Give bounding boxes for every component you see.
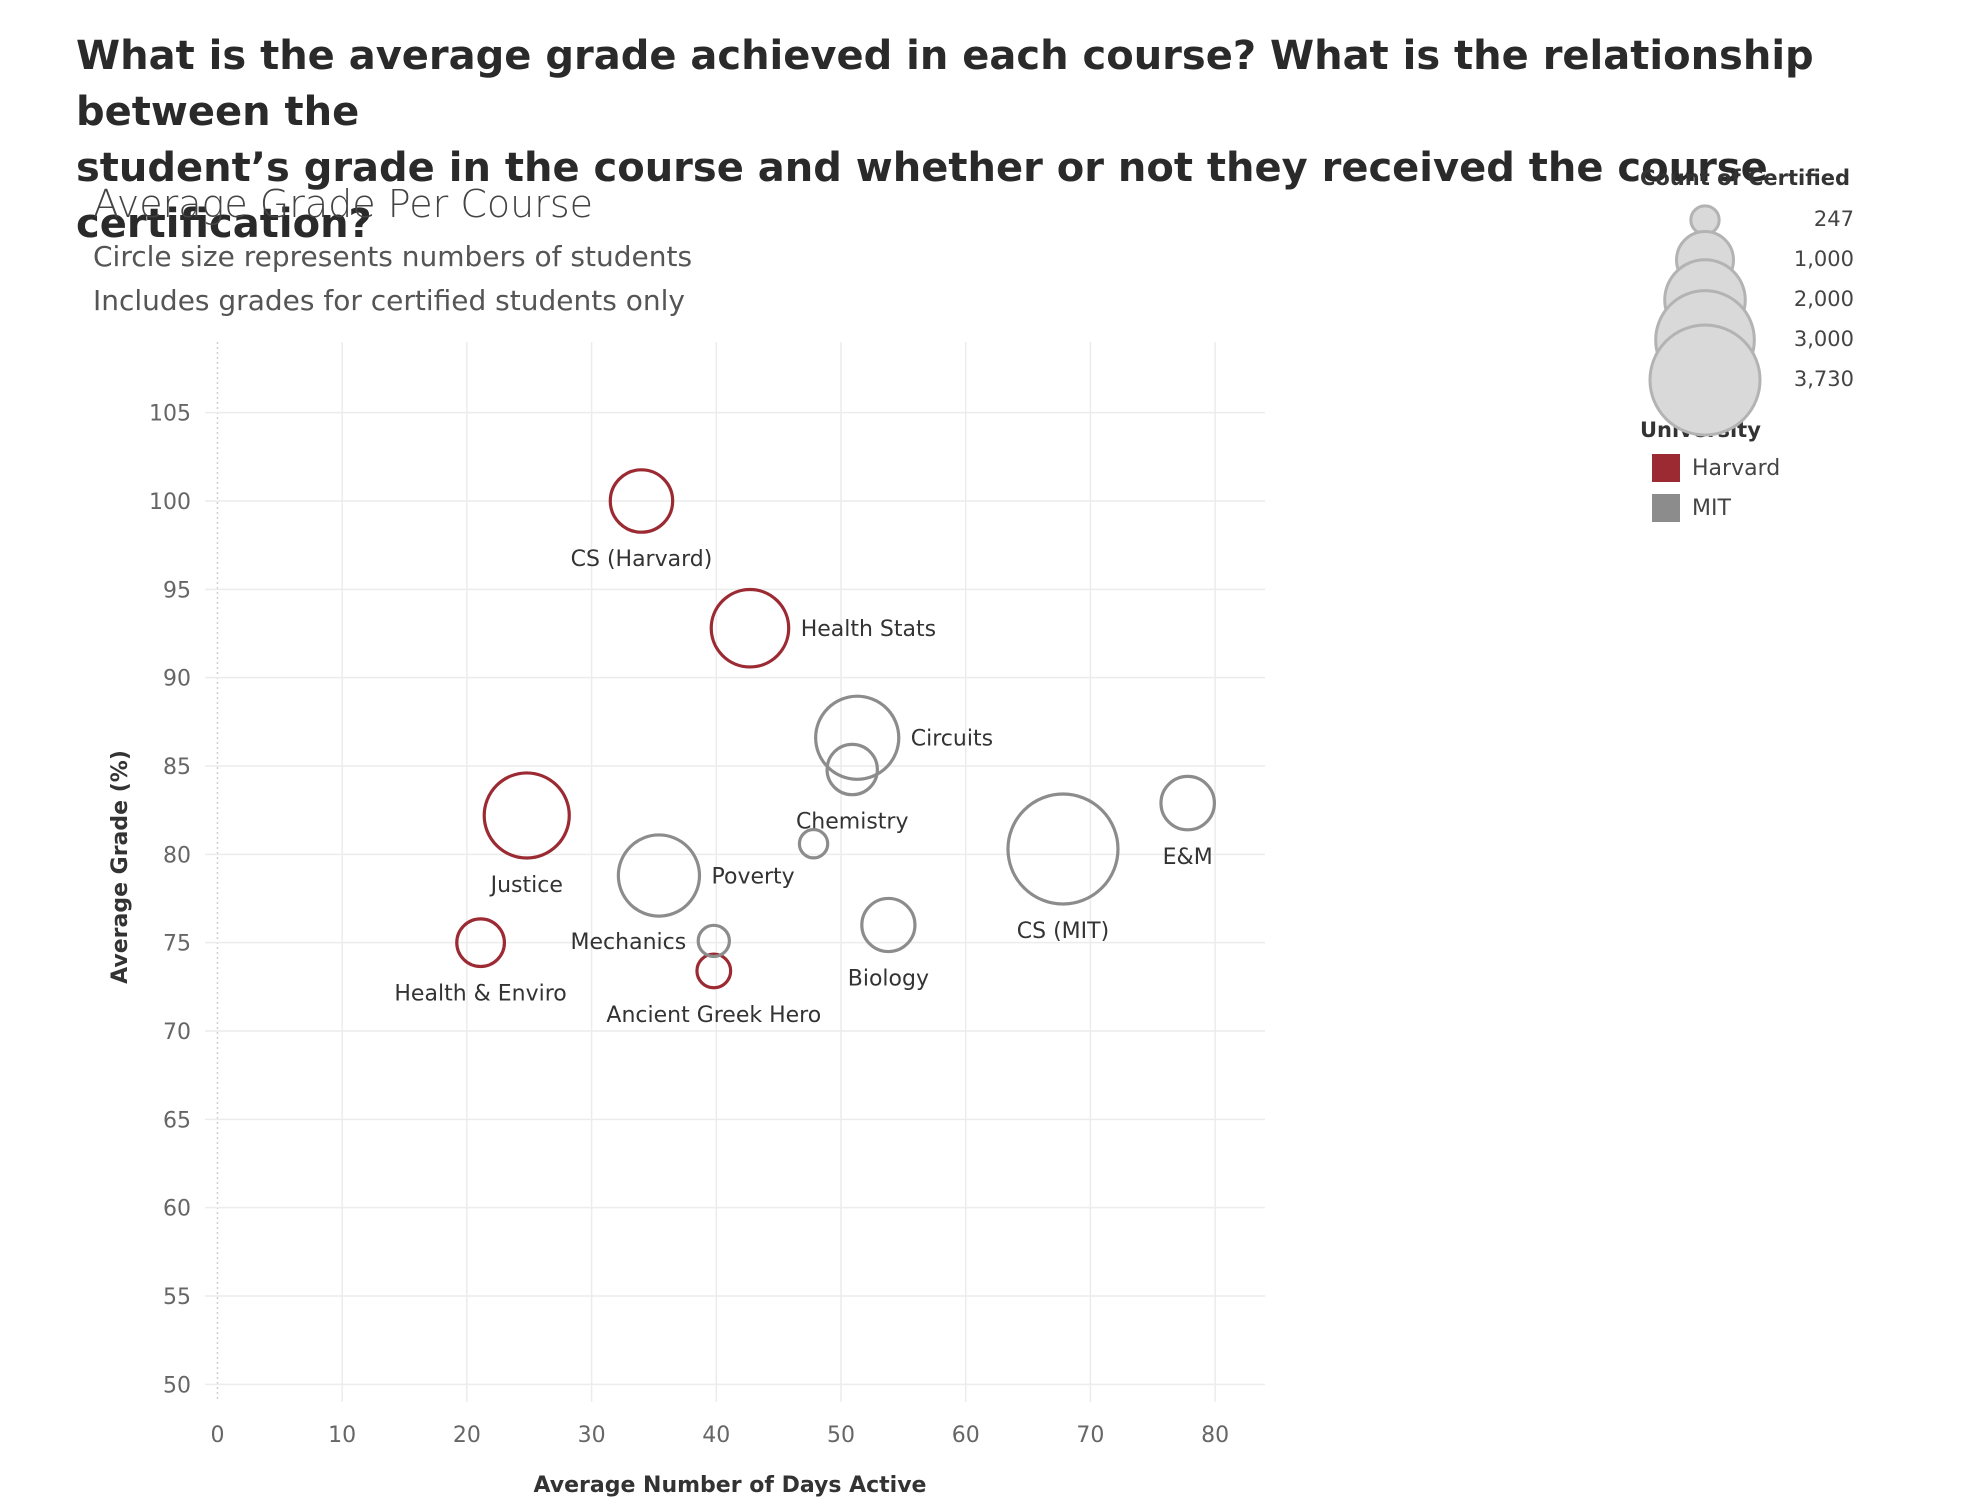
y-tick-label: 90 [163,667,191,692]
y-tick-label: 85 [163,755,191,780]
data-point[interactable] [860,896,917,954]
question-line-2: student’s grade in the course and whethe… [76,145,1768,247]
x-tick-label: 80 [1201,1423,1229,1448]
data-point[interactable] [797,827,830,860]
legend: Count of Certified 247 1,000 2,000 3,000 3,7… [1640,166,1950,528]
data-point[interactable] [482,771,571,860]
data-point[interactable] [616,833,702,918]
size-legend-value: 2,000 [1793,287,1854,311]
y-tick-label: 100 [149,490,191,515]
x-tick-label: 10 [328,1423,356,1448]
size-legend-value: 1,000 [1793,247,1854,271]
y-axis-title: Average Grade (%) [108,750,133,984]
data-point[interactable] [696,923,731,959]
data-point[interactable] [1006,792,1120,906]
chart-subtitle-certified: Includes grades for certified students o… [93,284,685,317]
size-legend-row: 247 [1640,200,1950,240]
data-point-label: E&M [1163,845,1213,870]
data-point-label: Health Stats [801,617,936,642]
y-tick-label: 70 [163,1020,191,1045]
y-tick-label: 50 [163,1373,191,1398]
chart-subtitle-size: Circle size represents numbers of studen… [93,240,693,273]
data-point[interactable] [814,694,901,781]
question-line-1: What is the average grade achieved in ea… [76,33,1814,135]
color-legend-swatch [1652,494,1680,522]
size-legend-circle [1689,204,1721,236]
data-point[interactable] [825,742,879,797]
size-legend-title: Count of Certified [1640,166,1851,190]
color-legend-swatch [1652,454,1680,482]
y-tick-label: 105 [149,402,191,427]
color-legend-item[interactable]: MIT [1640,488,1950,528]
y-tick-label: 55 [163,1285,191,1310]
data-point-label: Mechanics [571,930,687,955]
x-tick-label: 50 [827,1423,855,1448]
size-legend: 247 1,000 2,000 3,000 3,730 [1640,200,1950,437]
data-point-label: CS (MIT) [1017,919,1109,944]
x-tick-label: 40 [702,1423,730,1448]
size-legend-circle [1648,323,1762,437]
x-axis-title: Average Number of Days Active [534,1473,927,1498]
x-tick-label: 30 [578,1423,606,1448]
data-point[interactable] [608,468,675,534]
y-tick-label: 60 [163,1197,191,1222]
data-point-label: Circuits [911,727,993,752]
data-point[interactable] [709,587,791,669]
size-legend-swatch [1648,323,1762,437]
data-point[interactable] [695,952,733,990]
data-point[interactable] [455,917,507,969]
size-legend-value: 3,000 [1793,327,1854,351]
size-legend-row: 3,730 [1640,323,1950,437]
data-point-label: CS (Harvard) [571,547,713,572]
data-point-label: Health & Enviro [394,981,566,1006]
y-tick-label: 95 [163,578,191,603]
size-legend-value: 247 [1813,207,1854,231]
data-point[interactable] [1159,774,1216,832]
x-tick-label: 70 [1076,1423,1104,1448]
x-tick-label: 60 [952,1423,980,1448]
data-point-label: Biology [848,967,929,992]
color-legend-item[interactable]: Harvard [1640,448,1950,488]
color-legend-label: MIT [1692,495,1731,521]
y-tick-label: 65 [163,1108,191,1133]
x-tick-label: 0 [210,1423,224,1448]
data-points: CS (Harvard) Health Stats Justice Health & … [394,468,1216,1028]
chart-title: Average Grade Per Course [93,182,594,226]
data-point-label: Poverty [712,865,795,890]
size-legend-value: 3,730 [1793,367,1854,391]
grid-lines [205,342,1265,1402]
y-tick-label: 75 [163,932,191,957]
x-tick-label: 20 [453,1423,481,1448]
page-question: What is the average grade achieved in ea… [76,28,1876,252]
data-point-label: Ancient Greek Hero [606,1003,821,1028]
axis-ticks: 0 10 20 30 40 50 60 70 80 50 55 60 65 70 75 80 85 90 95 100… [149,402,1229,1448]
color-legend-label: Harvard [1692,455,1781,481]
color-legend: Harvard MIT [1640,448,1950,528]
y-tick-label: 80 [163,843,191,868]
data-point-label: Justice [489,873,563,898]
